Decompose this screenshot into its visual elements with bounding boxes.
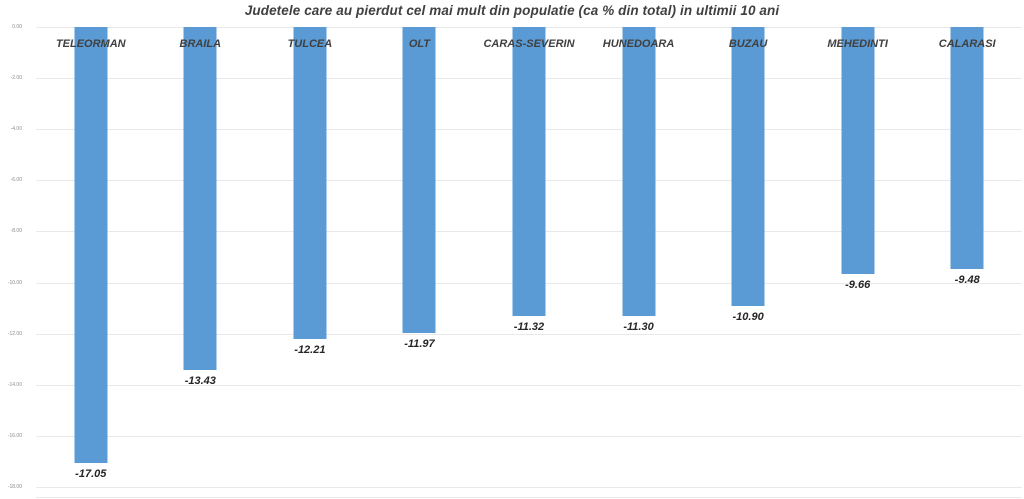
- y-axis-tick-label: -14.00: [7, 381, 22, 388]
- value-label: -11.32: [513, 321, 545, 334]
- y-axis-tick-label: -18.00: [7, 484, 22, 490]
- chart-title: Judetele care au pierdut cel mai mult di…: [244, 3, 780, 18]
- bar-column-calarasi: CALARASI -9.48: [912, 27, 1022, 487]
- value-label: -9.48: [954, 274, 980, 287]
- y-axis-tick-label: -12.00: [7, 330, 22, 337]
- value-label: -12.21: [294, 344, 326, 357]
- category-label: OLT: [408, 38, 431, 50]
- y-axis-tick-label: -10.00: [7, 279, 22, 286]
- bar-teleorman: [74, 27, 108, 463]
- y-axis-tick-label: 0.00: [12, 24, 22, 30]
- value-label: -17.05: [75, 467, 107, 480]
- gridline: [36, 333, 1022, 335]
- bar-column-caras-severin: CARAS-SEVERIN -11.32: [474, 27, 584, 487]
- bar-column-teleorman: TELEORMAN -17.05: [36, 27, 146, 487]
- bar-column-braila: BRAILA -13.43: [146, 27, 256, 487]
- category-label: BUZAU: [728, 38, 768, 50]
- category-label: HUNEDOARA: [602, 38, 675, 50]
- value-label: -10.90: [732, 310, 764, 323]
- value-label: -9.66: [845, 278, 871, 291]
- bar-column-hunedoara: HUNEDOARA -11.30: [584, 27, 694, 487]
- gridline: [36, 487, 1022, 488]
- bar-olt: [402, 27, 436, 333]
- y-axis-tick-label: -6.00: [10, 177, 22, 184]
- chart-bottom-edge: [36, 497, 1022, 498]
- bar-buzau: [731, 27, 765, 306]
- category-label: TELEORMAN: [55, 38, 126, 50]
- category-label: BRAILA: [179, 38, 222, 50]
- bar-hunedoara: [622, 27, 656, 316]
- y-axis-tick-label: -8.00: [10, 228, 22, 235]
- category-label: CARAS-SEVERIN: [483, 38, 575, 50]
- plot-area: 0.00 -2.00 -4.00 -6.00 -8.00 -10.00 -12.00 -14.…: [8, 24, 1022, 490]
- bar-calarasi: [950, 27, 984, 270]
- gridline: [36, 435, 1022, 437]
- bar-mehedinti: [841, 27, 875, 274]
- gridline: [36, 384, 1022, 386]
- bar-tulcea: [293, 27, 327, 340]
- y-axis-tick-label: -4.00: [10, 126, 22, 133]
- y-axis-tick-label: -16.00: [7, 432, 22, 439]
- category-label: TULCEA: [287, 38, 333, 50]
- value-label: -11.97: [404, 337, 435, 350]
- value-label: -13.43: [184, 375, 216, 388]
- bar-caras-severin: [512, 27, 546, 317]
- category-label: CALARASI: [938, 38, 996, 50]
- bar-column-tulcea: TULCEA -12.21: [255, 27, 365, 487]
- y-axis-tick-label: -2.00: [10, 75, 22, 82]
- category-label: MEHEDINTI: [827, 38, 888, 50]
- bar-column-olt: OLT -11.97: [365, 27, 475, 487]
- bar-column-buzau: BUZAU -10.90: [693, 27, 803, 487]
- bar-column-mehedinti: MEHEDINTI -9.66: [803, 27, 913, 487]
- value-label: -11.30: [623, 320, 654, 333]
- bar-braila: [183, 27, 217, 371]
